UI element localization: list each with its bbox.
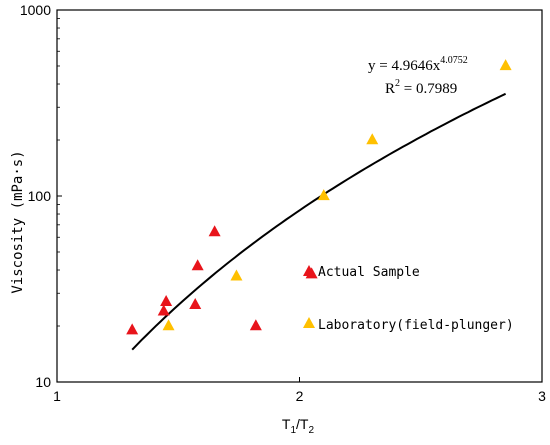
x-tick-label: 3 xyxy=(538,388,546,404)
x-tick-label: 2 xyxy=(296,388,304,404)
y-axis-title: Viscosity (mPa·s) xyxy=(10,150,26,293)
trendline xyxy=(131,92,507,351)
y-tick-label: 100 xyxy=(28,188,52,204)
data-point-actual-sample xyxy=(249,319,262,331)
data-point-actual-sample xyxy=(191,259,204,271)
data-point-actual-sample xyxy=(189,297,202,309)
legend-marker-laboratory xyxy=(303,317,315,328)
legend-label-actual-sample: Actual Sample xyxy=(318,265,420,280)
fit-r-squared: R2 = 0.7989 xyxy=(385,78,457,97)
data-point-laboratory-field-plunger xyxy=(499,59,512,71)
data-point-laboratory-field-plunger xyxy=(230,269,243,281)
x-axis-title-main: T xyxy=(282,416,291,432)
x-axis-title-slash: /T xyxy=(296,416,309,432)
r-squared-label: R xyxy=(385,81,395,97)
y-tick-label: 10 xyxy=(35,374,51,390)
fit-equation: y = 4.9646x4.0752 xyxy=(368,55,468,74)
data-point-actual-sample xyxy=(208,225,221,237)
tick-layer: 1 2 3 10 100 1000 xyxy=(20,2,546,404)
data-point-laboratory-field-plunger xyxy=(162,319,175,331)
fit-equation-exponent: 4.0752 xyxy=(440,55,468,66)
legend-label-laboratory: Laboratory(field-plunger) xyxy=(318,318,514,333)
data-point-actual-sample xyxy=(160,294,173,306)
legend: Actual Sample Laboratory(field-plunger) xyxy=(303,265,514,333)
fit-equation-prefix: y = 4.9646x xyxy=(368,58,441,74)
x-axis-title-sub2: 2 xyxy=(309,425,315,436)
legend-marker-actual-sample xyxy=(303,265,315,276)
data-point-laboratory-field-plunger xyxy=(317,189,330,201)
data-point-actual-sample xyxy=(157,304,170,316)
x-axis-title: T1/T2 xyxy=(282,416,315,436)
x-tick-label: 1 xyxy=(53,388,61,404)
data-point-laboratory-field-plunger xyxy=(366,133,379,145)
r-squared-value: = 0.7989 xyxy=(400,81,457,97)
x-axis-title-sub1: 1 xyxy=(290,425,296,436)
data-point-actual-sample xyxy=(126,323,139,335)
r-squared-power: 2 xyxy=(395,78,400,89)
y-tick-label: 1000 xyxy=(20,2,51,18)
